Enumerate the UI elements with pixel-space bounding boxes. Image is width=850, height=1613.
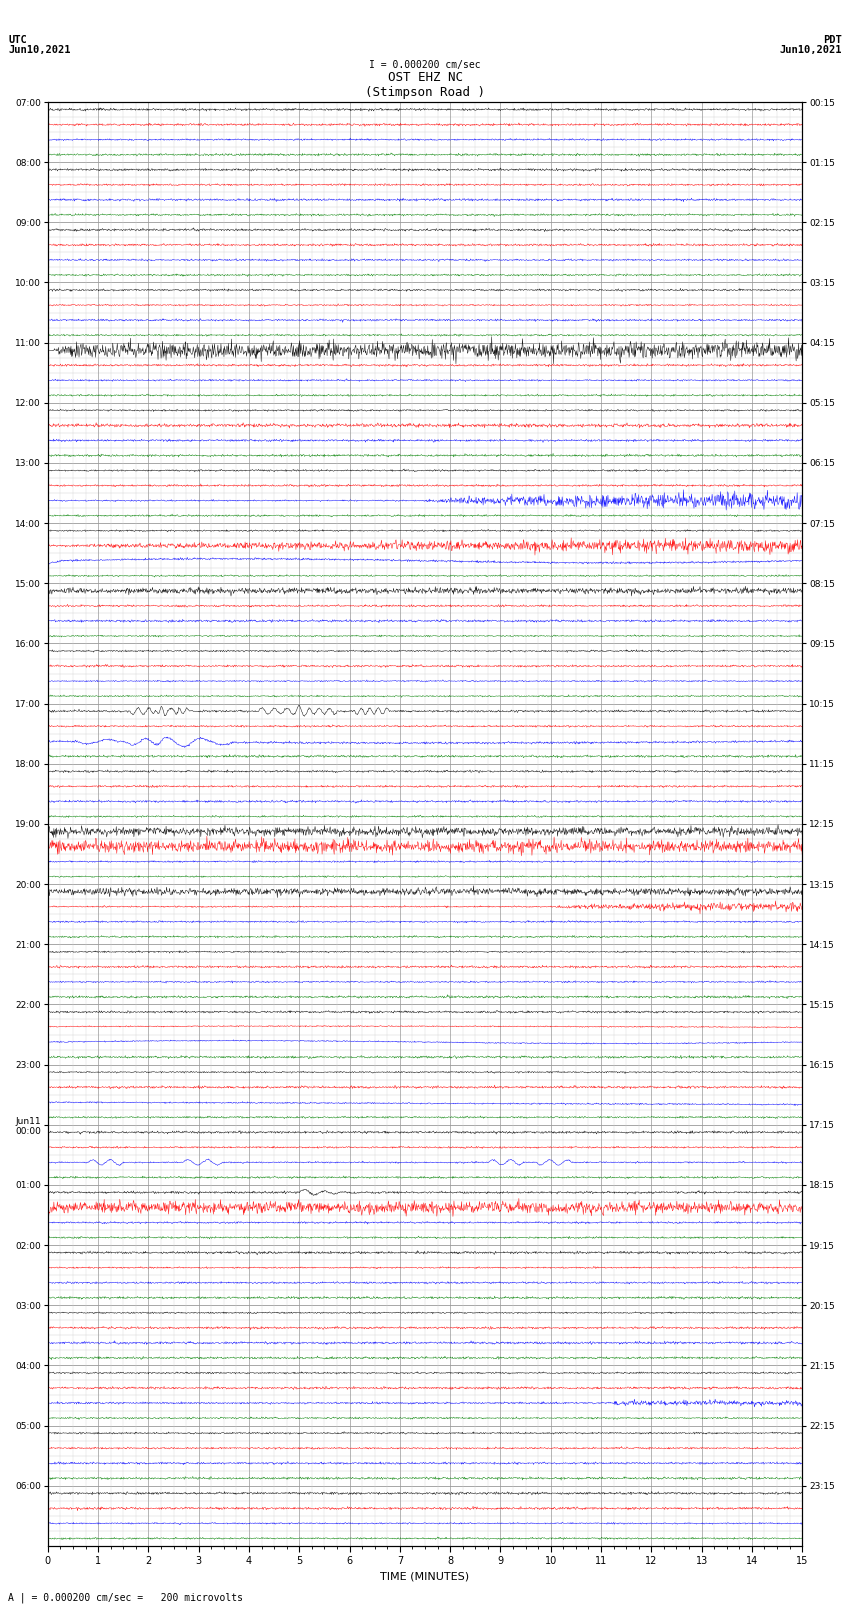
Text: UTC: UTC <box>8 35 27 45</box>
Text: A | = 0.000200 cm/sec =   200 microvolts: A | = 0.000200 cm/sec = 200 microvolts <box>8 1592 243 1603</box>
Text: PDT: PDT <box>823 35 842 45</box>
Text: Jun10,2021: Jun10,2021 <box>8 45 71 55</box>
Text: Jun10,2021: Jun10,2021 <box>779 45 842 55</box>
Title: OST EHZ NC
(Stimpson Road ): OST EHZ NC (Stimpson Road ) <box>365 71 485 100</box>
X-axis label: TIME (MINUTES): TIME (MINUTES) <box>381 1573 469 1582</box>
Text: I = 0.000200 cm/sec: I = 0.000200 cm/sec <box>369 60 481 69</box>
